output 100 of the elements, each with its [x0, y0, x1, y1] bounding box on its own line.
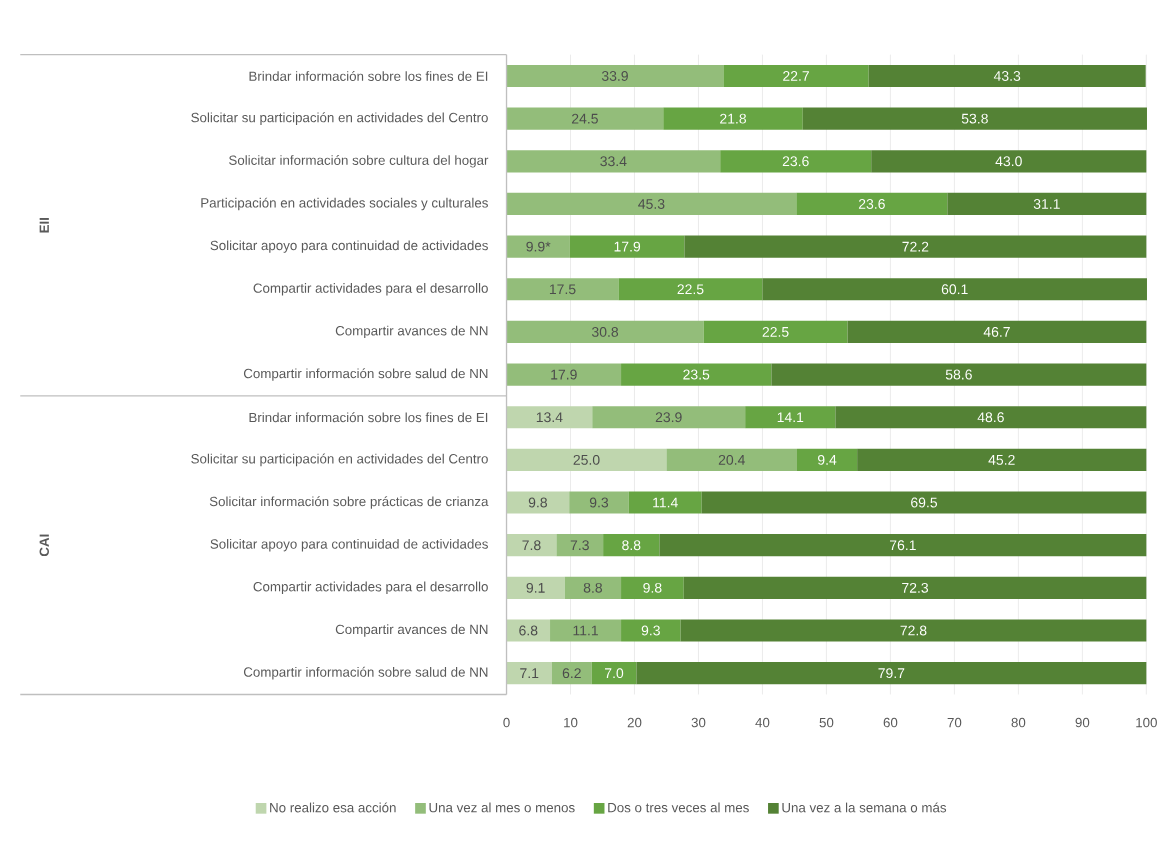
y-tick-label: Solicitar información sobre cultura del hogar: [229, 155, 489, 168]
y-tick-label: Compartir avances de NN: [335, 325, 488, 339]
data-label: 9.3: [589, 497, 609, 508]
y-tick-label: Solicitar información sobre prácticas de crianza: [209, 496, 489, 509]
x-tick-label: 0: [503, 717, 510, 728]
bar: [506, 65, 724, 88]
bar: [703, 320, 848, 344]
bar: [771, 363, 1147, 386]
data-label: 22.7: [783, 71, 809, 81]
bar: [551, 662, 592, 685]
data-label: 33.9: [601, 71, 628, 82]
data-label: 11.1: [573, 625, 598, 636]
bar: [506, 363, 622, 386]
y-tick-label: Brindar información sobre los fines de EI: [249, 71, 488, 82]
y-tick-label: Compartir información sobre salud de NN: [243, 368, 488, 381]
y-tick-label: Solicitar apoyo para continuidad de actividades: [210, 240, 488, 253]
data-label: 23.6: [858, 199, 885, 210]
bar: [506, 278, 619, 301]
bar: [868, 65, 1146, 88]
x-tick-label: 90: [1075, 717, 1090, 728]
bar: [506, 235, 570, 258]
bar: [947, 192, 1147, 216]
data-label: 23.5: [683, 369, 710, 380]
bar: [723, 65, 869, 88]
y-tick-label: Solicitar apoyo para continuidad de actividades: [210, 539, 488, 552]
bar: [618, 278, 763, 301]
bar: [720, 150, 872, 173]
data-label: 43.3: [993, 71, 1021, 82]
data-label: 24.5: [571, 113, 598, 124]
data-label: 7.3: [570, 540, 589, 551]
data-label: 45.3: [638, 199, 665, 210]
x-tick-label: 30: [691, 717, 706, 728]
data-label: 21.8: [720, 113, 747, 124]
data-label: 48.6: [977, 412, 1004, 423]
y-tick-label: Compartir avances de NN: [335, 624, 488, 637]
legend-label: Una vez al mes o menos: [429, 802, 575, 813]
bar: [556, 534, 604, 557]
bar: [506, 619, 551, 642]
x-tick-label: 10: [564, 717, 578, 728]
bar: [628, 491, 702, 514]
bar: [506, 662, 552, 685]
text: CAI: [39, 534, 49, 557]
data-label: 69.5: [911, 497, 938, 508]
data-label: 8.8: [583, 583, 603, 593]
data-label: 7.1: [520, 668, 539, 679]
data-label: 53.8: [961, 113, 988, 124]
bar: [592, 406, 746, 429]
data-label: 72.3: [902, 583, 929, 593]
bar: [506, 576, 565, 600]
data-label: 22.5: [762, 327, 789, 337]
y-tick-label: Participación en actividades sociales y culturales: [201, 197, 488, 211]
bar: [680, 619, 1147, 642]
y-tick-label: Brindar información sobre los fines de EI: [249, 412, 488, 423]
data-label: 7.0: [605, 668, 624, 679]
bar: [636, 662, 1147, 685]
data-label: 72.8: [900, 625, 927, 636]
data-label: 7.8: [522, 540, 541, 551]
data-label: 17.5: [549, 284, 576, 295]
bar: [621, 619, 681, 642]
data-label: 8.8: [622, 540, 641, 551]
data-label: 58.6: [945, 369, 972, 380]
legend-label: No realizo esa acción: [270, 802, 396, 813]
data-label: 79.7: [878, 668, 905, 679]
bar: [506, 320, 704, 344]
data-label: 45.2: [988, 455, 1015, 465]
bar: [506, 150, 721, 173]
bar: [857, 448, 1147, 472]
y-tick-label: Solicitar su participación en actividades del Centro: [191, 112, 488, 126]
bar: [745, 406, 836, 429]
bar: [506, 192, 797, 216]
x-tick-label: 100: [1136, 717, 1157, 728]
data-label: 6.2: [562, 668, 581, 679]
data-label: 60.1: [941, 284, 968, 295]
data-label: 9.1: [526, 583, 545, 593]
data-label: 17.9: [551, 369, 577, 380]
bar: [569, 235, 685, 258]
bar: [569, 491, 629, 514]
bar: [506, 448, 667, 472]
bar: [506, 406, 593, 429]
data-label: 43.0: [995, 156, 1022, 167]
data-label: 6.8: [519, 625, 538, 636]
bar: [603, 534, 660, 557]
legend-label: Una vez a la semana o más: [782, 802, 947, 813]
y-tick-label: Compartir actividades para el desarrollo: [253, 283, 488, 296]
data-label: 76.1: [889, 540, 916, 551]
x-tick-label: 60: [883, 717, 898, 728]
x-tick-label: 20: [627, 717, 642, 728]
bar: [550, 619, 622, 642]
bar: [659, 534, 1147, 557]
data-label: 17.9: [614, 241, 641, 252]
y-tick-label: Compartir actividades para el desarrollo: [253, 581, 488, 595]
data-label: 31.1: [1033, 199, 1060, 210]
x-tick-label: 70: [947, 717, 962, 728]
bar: [591, 662, 637, 685]
bar: [701, 491, 1147, 514]
bar: [796, 192, 948, 216]
bar: [683, 576, 1147, 600]
bar: [506, 534, 557, 557]
bar: [663, 107, 803, 130]
data-label: 72.2: [902, 241, 929, 252]
